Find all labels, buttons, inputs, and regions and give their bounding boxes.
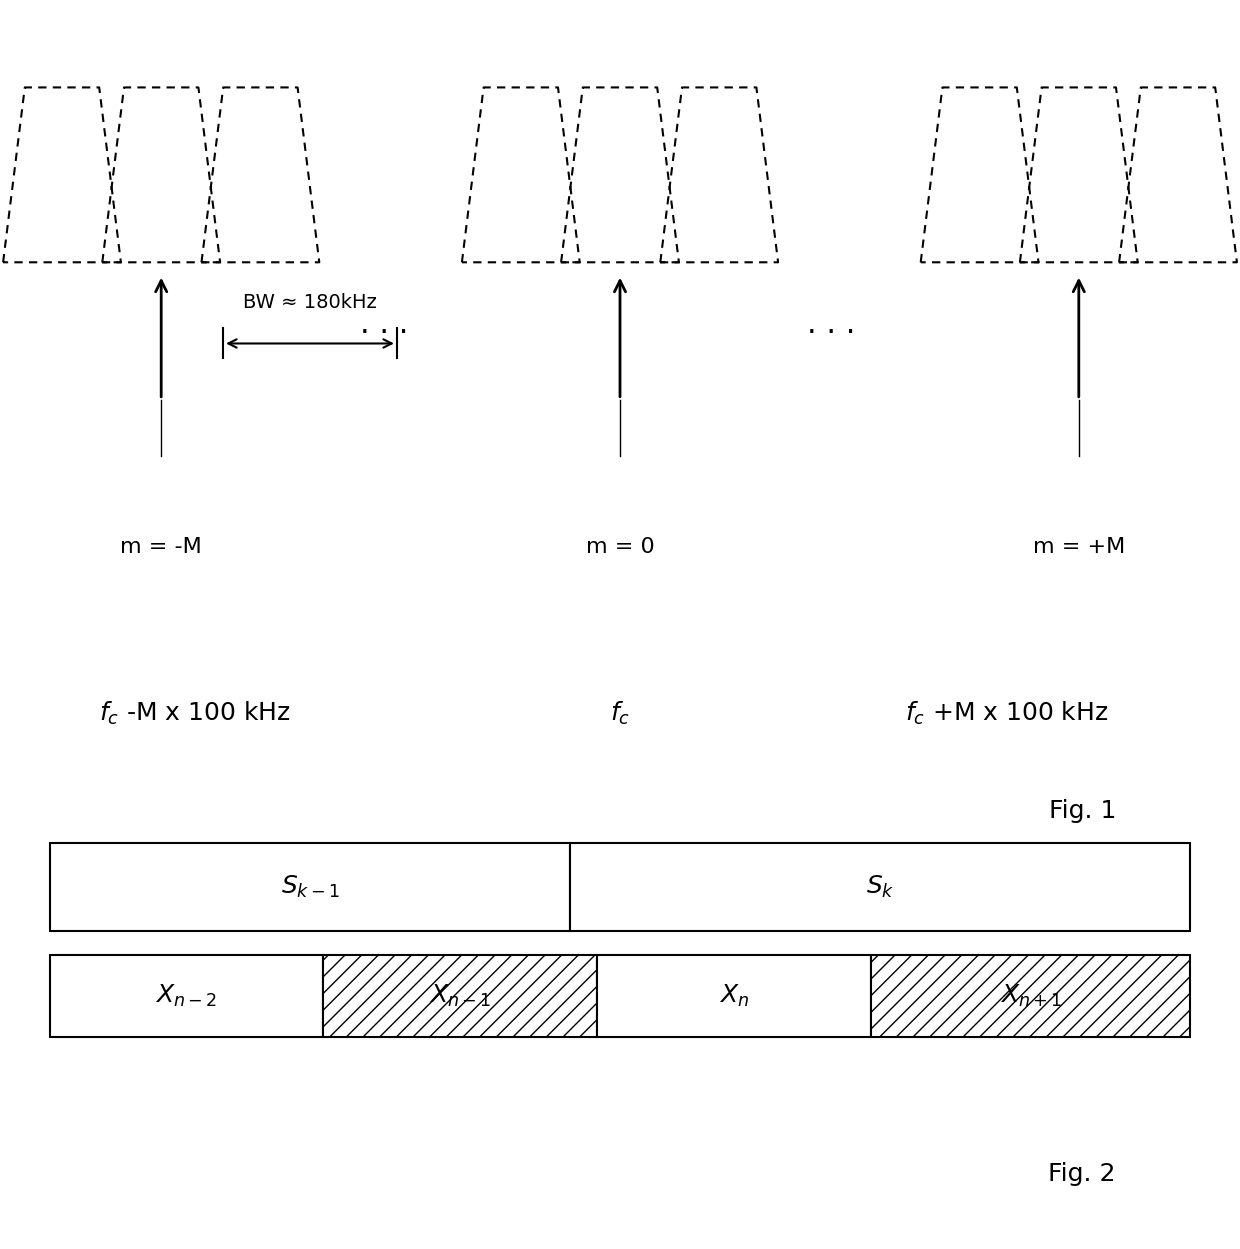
Text: . . .: . . . — [360, 310, 409, 340]
FancyBboxPatch shape — [570, 843, 1190, 931]
Text: m = 0: m = 0 — [585, 537, 655, 557]
Text: $X_{n-2}$: $X_{n-2}$ — [155, 983, 217, 1009]
FancyBboxPatch shape — [870, 955, 1190, 1037]
Text: $X_{n-1}$: $X_{n-1}$ — [429, 983, 491, 1009]
Text: . . .: . . . — [806, 310, 856, 340]
Text: $S_k$: $S_k$ — [866, 874, 895, 899]
Text: m = +M: m = +M — [1033, 537, 1125, 557]
Text: $X_{n+1}$: $X_{n+1}$ — [999, 983, 1061, 1009]
FancyBboxPatch shape — [598, 955, 870, 1037]
Text: Fig. 1: Fig. 1 — [1049, 799, 1116, 823]
Text: BW ≈ 180kHz: BW ≈ 180kHz — [243, 294, 377, 312]
Text: $f_c$ -M x 100 kHz: $f_c$ -M x 100 kHz — [99, 699, 290, 727]
Text: $f_c$: $f_c$ — [610, 699, 630, 727]
Text: m = -M: m = -M — [120, 537, 202, 557]
FancyBboxPatch shape — [50, 955, 324, 1037]
FancyBboxPatch shape — [50, 843, 570, 931]
Text: Fig. 2: Fig. 2 — [1049, 1162, 1116, 1185]
FancyBboxPatch shape — [324, 955, 598, 1037]
Text: $S_{k-1}$: $S_{k-1}$ — [280, 874, 340, 899]
Text: $f_c$ +M x 100 kHz: $f_c$ +M x 100 kHz — [905, 699, 1109, 727]
Text: $X_n$: $X_n$ — [719, 983, 749, 1009]
